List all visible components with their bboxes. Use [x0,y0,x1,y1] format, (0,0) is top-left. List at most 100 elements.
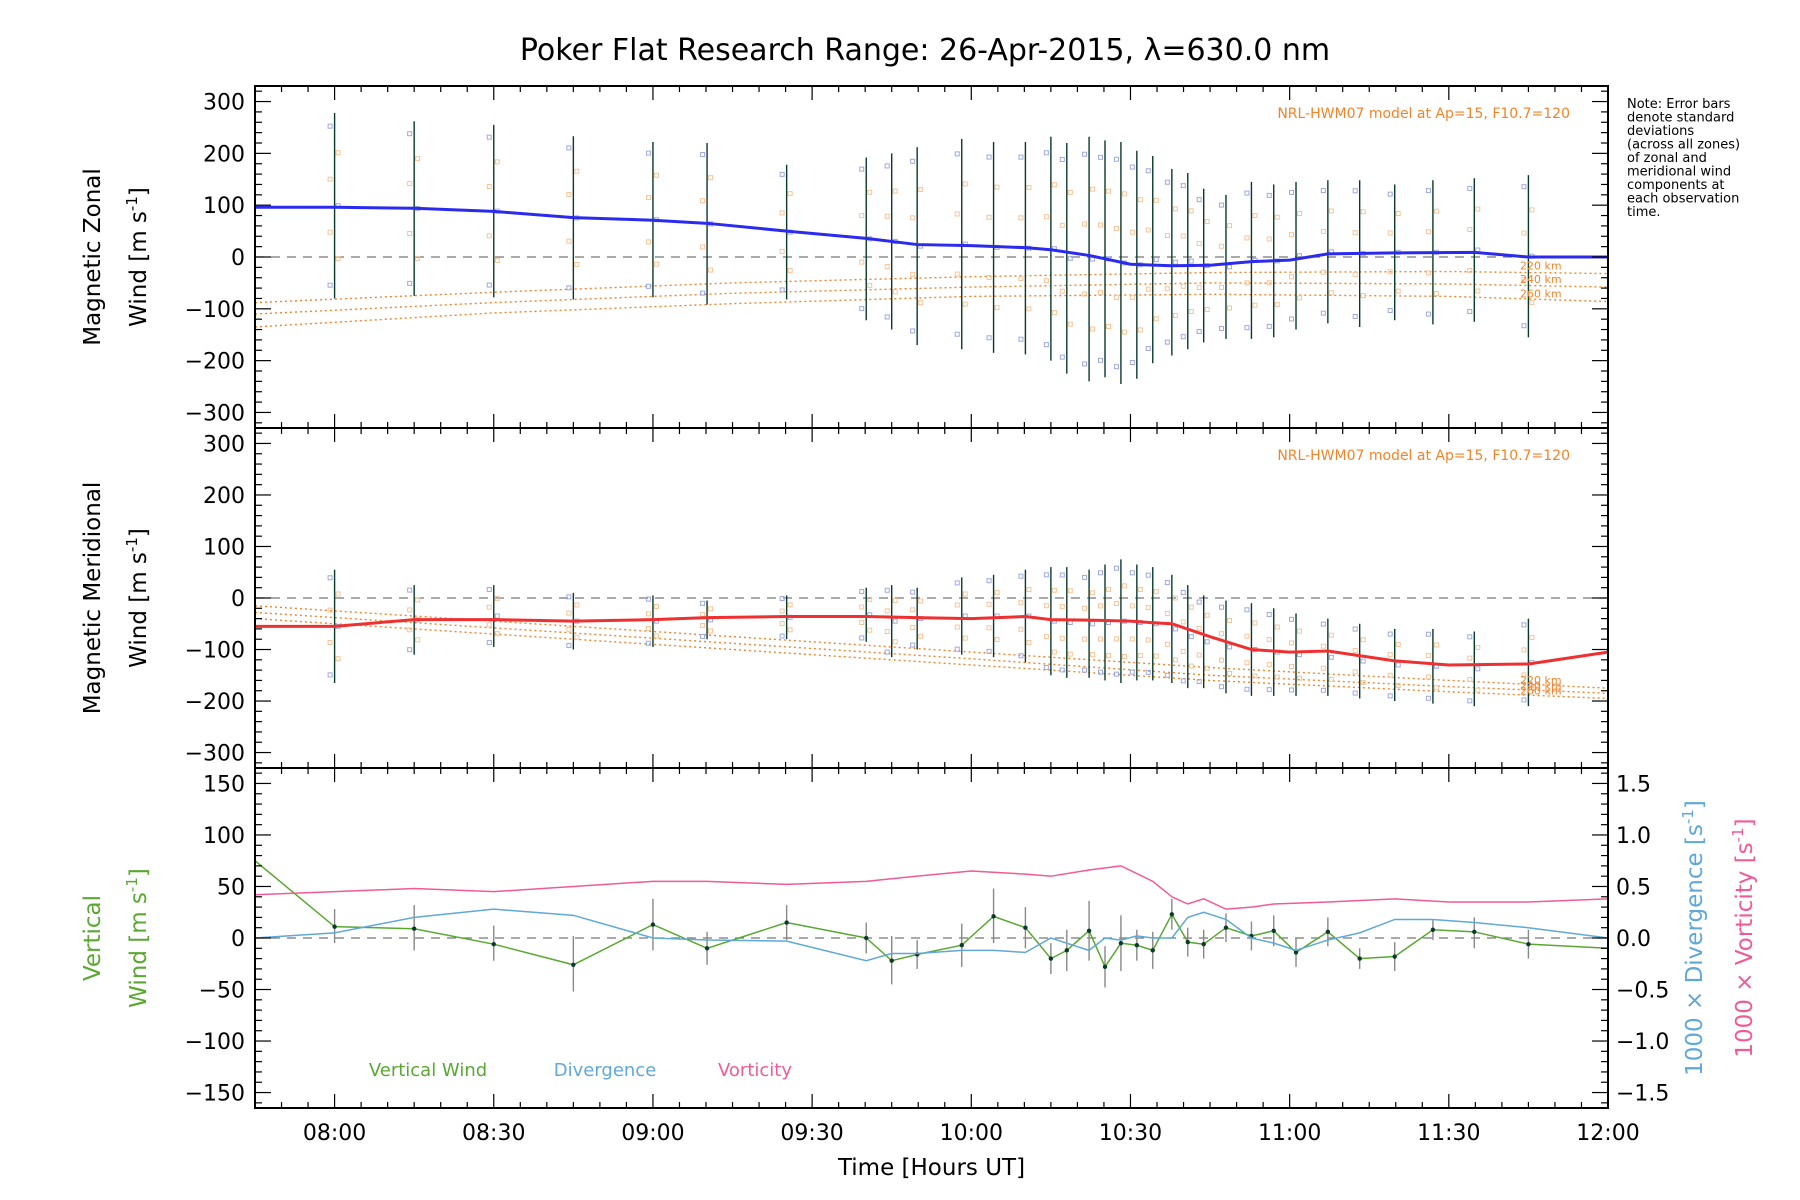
zone-marker [415,255,421,261]
zone-marker [1266,637,1272,643]
zone-marker [1145,227,1151,233]
zone-marker [1352,313,1358,319]
zone-marker [1180,619,1186,625]
zone-marker [994,637,1000,643]
zone-marker [884,163,890,169]
zone-marker [1018,600,1024,606]
model-altitude-label: 260 km [1520,684,1562,697]
zone-marker [867,596,873,602]
zone-marker [486,622,492,628]
zone-marker [327,123,333,129]
zone-marker [1475,288,1481,294]
zone-marker [892,618,898,624]
x-tick-label: 10:00 [940,1121,1003,1146]
zone-marker [1521,622,1527,628]
zone-marker [1145,669,1151,675]
zone-marker [1274,674,1280,680]
zone-marker [918,633,924,639]
zone-marker [779,248,785,254]
zone-marker [574,262,580,268]
zone-marker [1090,652,1096,658]
model-line-260-km [255,293,1608,328]
zone-marker [1289,274,1295,280]
zone-marker [1043,665,1049,671]
zone-marker [566,238,572,244]
zone-marker [1106,653,1112,659]
y-tick-label: 0 [231,927,245,952]
zone-marker [1180,233,1186,239]
zone-marker [407,627,413,633]
zone-marker [486,282,492,288]
zone-marker [1244,660,1250,666]
zone-marker [1121,329,1127,335]
zone-marker [1067,588,1073,594]
vertical-wind-point [1023,925,1028,930]
zone-marker [335,656,341,662]
vertical-wind-point [1293,950,1299,955]
zone-marker [1387,308,1393,314]
model-line-240-km [255,611,1608,695]
zone-marker [1129,603,1135,609]
vertical-wind-point [491,941,496,947]
zone-marker [1129,570,1135,576]
zone-marker [892,289,898,295]
zone-marker [1328,632,1334,638]
zone-marker [1425,674,1431,680]
zone-marker [1289,663,1295,669]
zone-marker [1188,308,1194,314]
zone-marker [708,175,714,181]
zone-marker [700,611,706,617]
zone-marker [1218,684,1224,690]
zone-marker [918,300,924,306]
zone-marker [1266,612,1272,618]
zone-marker [1352,188,1358,194]
zone-marker [1059,604,1065,610]
vertical-wind-point [650,922,656,927]
zone-marker [407,607,413,613]
zone-marker [884,649,890,655]
zone-marker [327,229,333,235]
zone-marker [1043,150,1049,156]
zone-marker [1360,637,1366,643]
zone-marker [1172,206,1178,212]
zone-marker [566,626,572,632]
zone-marker [1145,286,1151,292]
zone-marker [918,598,924,604]
zone-marker [494,631,500,637]
note-line: deviations [1627,124,1694,139]
zone-marker [1196,241,1202,247]
note-line: meridional wind [1627,165,1731,180]
zone-marker [1090,326,1096,332]
zone-marker [954,151,960,157]
zone-marker [327,607,333,613]
zone-marker [1425,653,1431,659]
zone-marker [787,191,793,197]
series-line-magnetic-zonal-wind [255,205,1608,268]
zone-marker [1204,665,1210,671]
model-line-220-km [255,605,1608,689]
zone-marker [779,596,785,602]
zone-marker [1113,225,1119,231]
zone-marker [954,211,960,217]
zone-marker [415,637,421,643]
zone-marker [1051,587,1057,593]
zone-marker [1320,188,1326,194]
zone-marker [1244,280,1250,286]
zone-marker [1172,312,1178,318]
model-annotation: NRL-HWM07 model at Ap=15, F10.7=120 [1277,448,1570,464]
model-altitude-label: 240 km [1520,679,1562,692]
vertical-wind-point [1430,927,1436,932]
zone-marker [1098,636,1104,642]
y-title-line2: Wind [m s-1] [123,187,152,327]
zone-marker [700,622,706,628]
zone-marker [1164,641,1170,647]
zone-marker [1113,295,1119,301]
zone-marker [1106,586,1112,592]
zone-marker [1521,672,1527,678]
zone-marker [486,640,492,646]
zone-marker [1529,634,1535,640]
zone-marker [1188,208,1194,214]
zone-marker [700,152,706,158]
